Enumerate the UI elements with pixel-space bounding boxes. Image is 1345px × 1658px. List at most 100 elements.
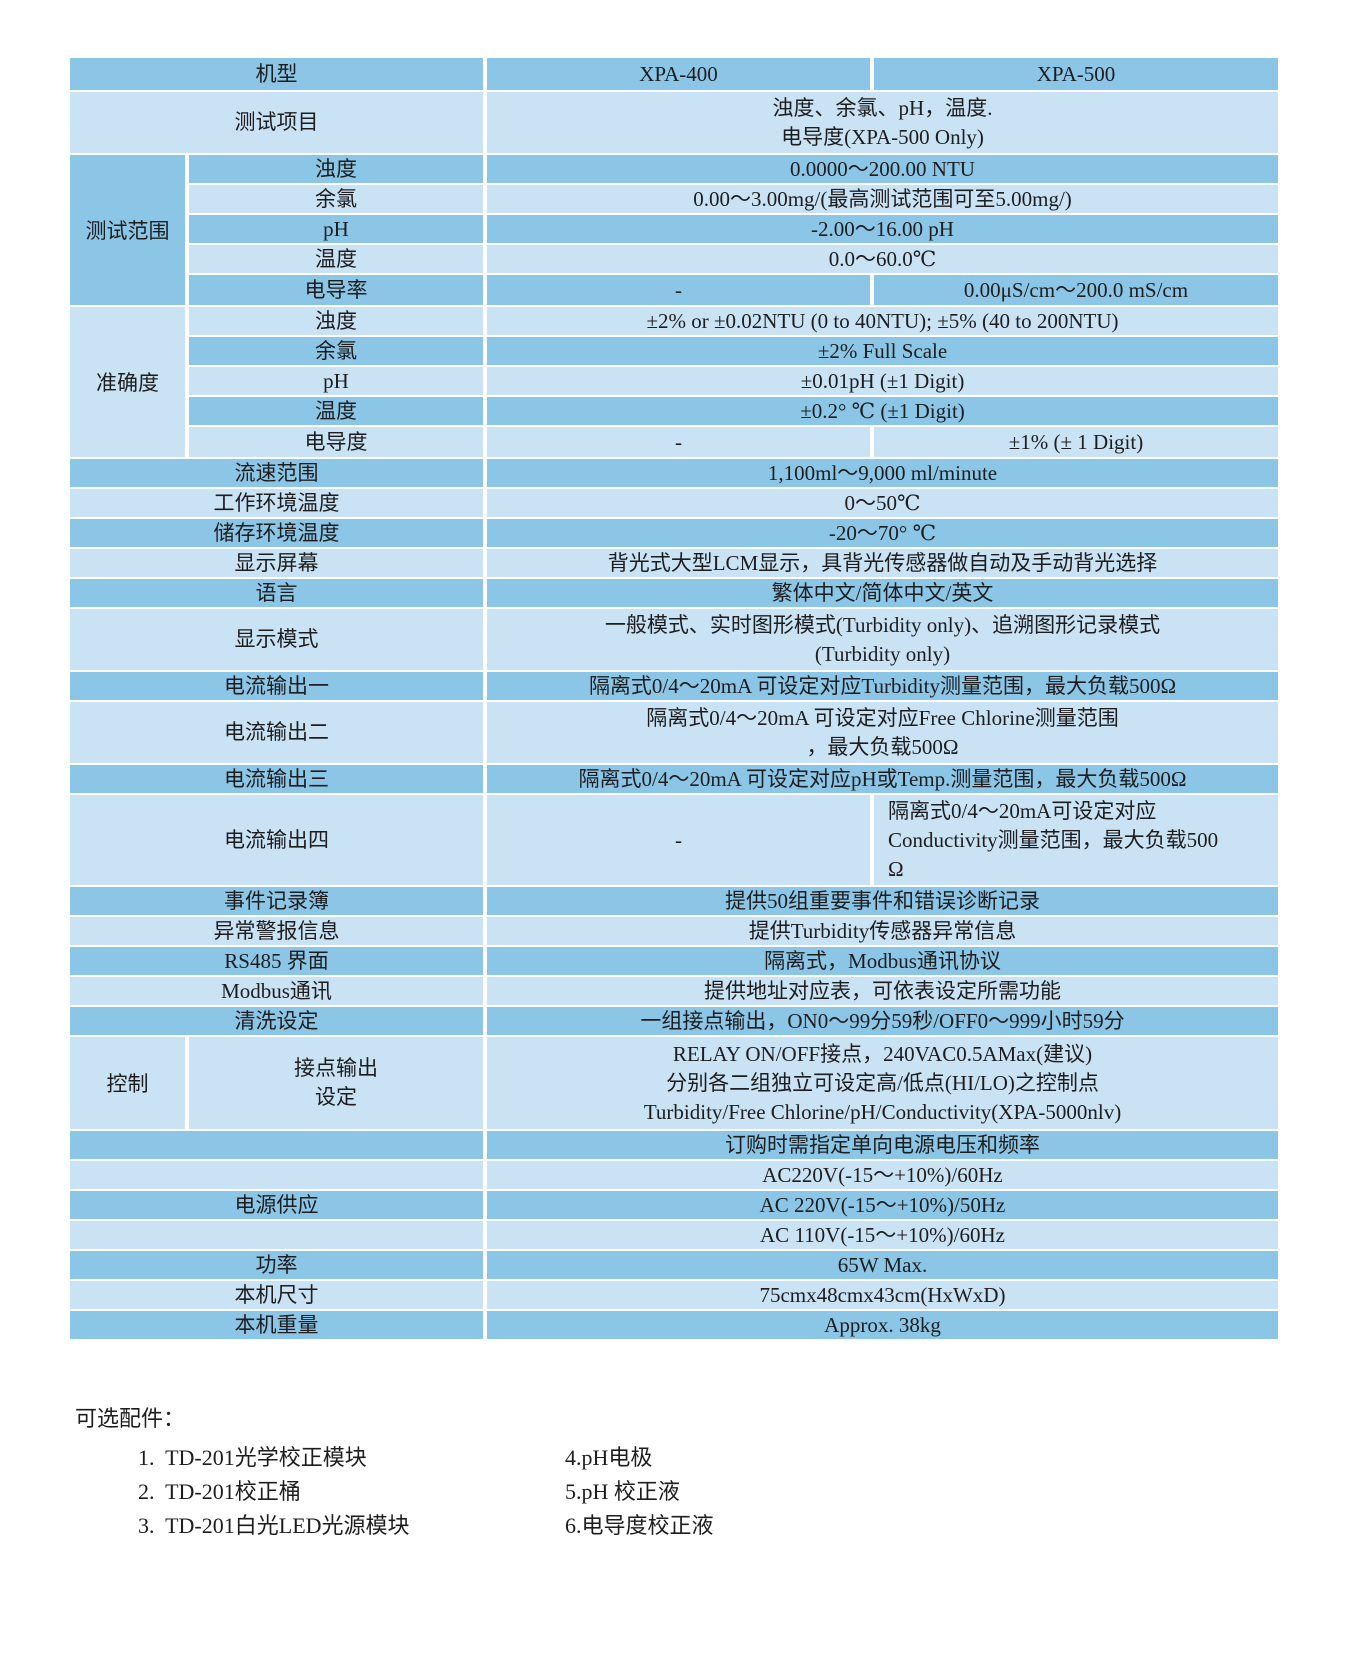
table-row: 温度 ±0.2° ℃ (±1 Digit) — [189, 397, 1278, 427]
column-divider — [483, 795, 487, 885]
row-value-xpa500: 0.00μS/cm～200.0 mS/cm — [963, 278, 1189, 302]
table-row: 显示屏幕 背光式大型LCM显示，具背光传感器做自动及手动背光选择 — [70, 549, 1278, 579]
value-line: 隔离式0/4～20mA 可设定对应Free Chlorine测量范围 — [646, 705, 1119, 730]
accuracy-group: 准确度 浊度 ±2% or ±0.02NTU (0 to 40NTU); ±5%… — [70, 307, 1278, 459]
column-divider — [870, 427, 874, 457]
column-divider — [483, 215, 487, 243]
range-group: 测试范围 浊度 0.0000～200.00 NTU 余氯 0.00～3.00mg… — [70, 155, 1278, 307]
row-value: 隔离式，Modbus通讯协议 — [764, 949, 1001, 973]
column-divider — [483, 977, 487, 1005]
list-item: 1. TD-201光学校正模块 — [138, 1445, 367, 1470]
column-divider — [483, 672, 487, 700]
table-row: 储存环境温度 -20～70° ℃ — [70, 519, 1278, 549]
row-label: pH — [323, 217, 349, 241]
table-row: 流速范围 1,100ml～9,000 ml/minute — [70, 459, 1278, 489]
row-value: -2.00～16.00 pH — [811, 217, 954, 241]
row-value: 0.00～3.00mg/(最高测试范围可至5.00mg/) — [693, 187, 1072, 211]
row-value-xpa400: - — [675, 278, 682, 302]
row-label: 语言 — [255, 581, 298, 605]
row-label: 工作环境温度 — [213, 491, 340, 515]
row-label: 电流输出四 — [224, 827, 329, 852]
column-divider — [185, 307, 189, 457]
row-label: 本机重量 — [234, 1313, 319, 1337]
table-row: 接点输出 设定 RELAY ON/OFF接点，240VAC0.5AMax(建议)… — [189, 1037, 1278, 1129]
row-label: 电导率 — [304, 278, 368, 302]
row-value: 一组接点输出，ON0～99分59秒/OFF0～999小时59分 — [640, 1009, 1125, 1033]
row-label: 测试项目 — [234, 110, 319, 134]
table-row: 工作环境温度 0～50℃ — [70, 489, 1278, 519]
group-label: 控制 — [70, 1037, 185, 1129]
table-row: 浊度 ±2% or ±0.02NTU (0 to 40NTU); ±5% (40… — [189, 307, 1278, 337]
column-divider — [185, 155, 189, 305]
row-value: 隔离式0/4～20mA 可设定对应pH或Temp.测量范围，最大负载500Ω — [578, 767, 1187, 791]
row-label: 显示屏幕 — [234, 551, 319, 575]
row-value: 提供地址对应表，可依表设定所需功能 — [704, 979, 1061, 1003]
table-row: 余氯 ±2% Full Scale — [189, 337, 1278, 367]
table-row: 电流输出四 - 隔离式0/4～20mA可设定对应 Conductivity测量范… — [70, 795, 1278, 887]
row-value: 浊度、余氯、pH，温度. 电导度(XPA-500 Only) — [487, 92, 1278, 153]
row-label: 流速范围 — [234, 461, 319, 485]
row-label: 温度 — [315, 247, 357, 271]
table-row-header: 机型 XPA-400 XPA-500 — [70, 58, 1278, 92]
table-row-display-mode: 显示模式 一般模式、实时图形模式(Turbidity only)、追溯图形记录模… — [70, 609, 1278, 672]
value-line: 电导度(XPA-500 Only) — [781, 124, 984, 149]
model-a-header: XPA-400 — [639, 62, 718, 86]
row-value: 0～50℃ — [844, 491, 921, 515]
value-line: 一般模式、实时图形模式(Turbidity only)、追溯图形记录模式 — [604, 612, 1161, 637]
value-line: RELAY ON/OFF接点，240VAC0.5AMax(建议) — [672, 1041, 1093, 1066]
table-row: 电流输出二 隔离式0/4～20mA 可设定对应Free Chlorine测量范围… — [70, 702, 1278, 765]
table-row: 本机尺寸 75cmx48cmx43cm(HxWxD) — [70, 1281, 1278, 1311]
value-line: ，最大负载500Ω — [806, 734, 959, 759]
column-divider — [483, 307, 487, 335]
row-value: AC 110V(-15～+10%)/60Hz — [760, 1223, 1005, 1247]
table-row-power-supply: 电源供应 AC 220V(-15～+10%)/50Hz — [70, 1191, 1278, 1221]
column-divider — [483, 1251, 487, 1279]
row-label: 清洗设定 — [234, 1009, 319, 1033]
row-value: 提供Turbidity传感器异常信息 — [748, 919, 1017, 943]
row-value: AC220V(-15～+10%)/60Hz — [762, 1163, 1003, 1187]
row-value-xpa500: ±1% (± 1 Digit) — [1008, 430, 1144, 454]
row-value: ±2% or ±0.02NTU (0 to 40NTU); ±5% (40 to… — [646, 309, 1119, 333]
row-label: 电源供应 — [234, 1193, 319, 1217]
column-divider — [483, 155, 487, 183]
row-value: ±0.01pH (±1 Digit) — [800, 369, 965, 393]
column-divider — [483, 245, 487, 273]
value-line: Conductivity测量范围，最大负载500 — [888, 827, 1219, 852]
column-divider — [483, 367, 487, 395]
model-b-header: XPA-500 — [1036, 62, 1116, 86]
row-label: 储存环境温度 — [213, 521, 340, 545]
value-line: Turbidity/Free Chlorine/pH/Conductivity(… — [643, 1099, 1122, 1124]
column-divider — [483, 1007, 487, 1035]
row-value-xpa500: 隔离式0/4～20mA可设定对应 Conductivity测量范围，最大负载50… — [874, 795, 1278, 885]
value-line: (Turbidity only) — [814, 641, 951, 666]
column-divider — [483, 1037, 487, 1129]
column-divider — [483, 1191, 487, 1219]
list-item: 5.pH 校正液 — [565, 1479, 680, 1504]
model-header-label: 机型 — [255, 62, 298, 86]
table-row: 电导率 - 0.00μS/cm～200.0 mS/cm — [189, 275, 1278, 305]
column-divider — [483, 1161, 487, 1189]
group-label: 准确度 — [70, 307, 185, 457]
column-divider — [483, 397, 487, 425]
column-divider — [483, 579, 487, 607]
group-rows: 浊度 0.0000～200.00 NTU 余氯 0.00～3.00mg/(最高测… — [189, 155, 1278, 305]
column-divider — [483, 947, 487, 975]
row-value: 提供50组重要事件和错误诊断记录 — [725, 889, 1040, 913]
row-label: 功率 — [255, 1253, 298, 1277]
column-divider — [483, 609, 487, 670]
column-divider — [483, 765, 487, 793]
column-divider — [483, 702, 487, 763]
value-line: 浊度、余氯、pH，温度. — [772, 95, 993, 120]
row-label: 浊度 — [315, 157, 357, 181]
row-label: 余氯 — [315, 187, 357, 211]
accessories-section: 可选配件： 1. TD-201光学校正模块 2. TD-201校正桶 3. TD… — [75, 1403, 1345, 1543]
table-row: 异常警报信息 提供Turbidity传感器异常信息 — [70, 917, 1278, 947]
label-line: 设定 — [315, 1085, 357, 1109]
row-value: 隔离式0/4～20mA 可设定对应Turbidity测量范围，最大负载500Ω — [588, 674, 1177, 698]
table-row: 本机重量 Approx. 38kg — [70, 1311, 1278, 1341]
row-label — [70, 1161, 483, 1189]
row-value: -20～70° ℃ — [828, 521, 937, 545]
row-value: 背光式大型LCM显示，具背光传感器做自动及手动背光选择 — [607, 551, 1158, 575]
table-row: 事件记录簿 提供50组重要事件和错误诊断记录 — [70, 887, 1278, 917]
table-row: pH ±0.01pH (±1 Digit) — [189, 367, 1278, 397]
